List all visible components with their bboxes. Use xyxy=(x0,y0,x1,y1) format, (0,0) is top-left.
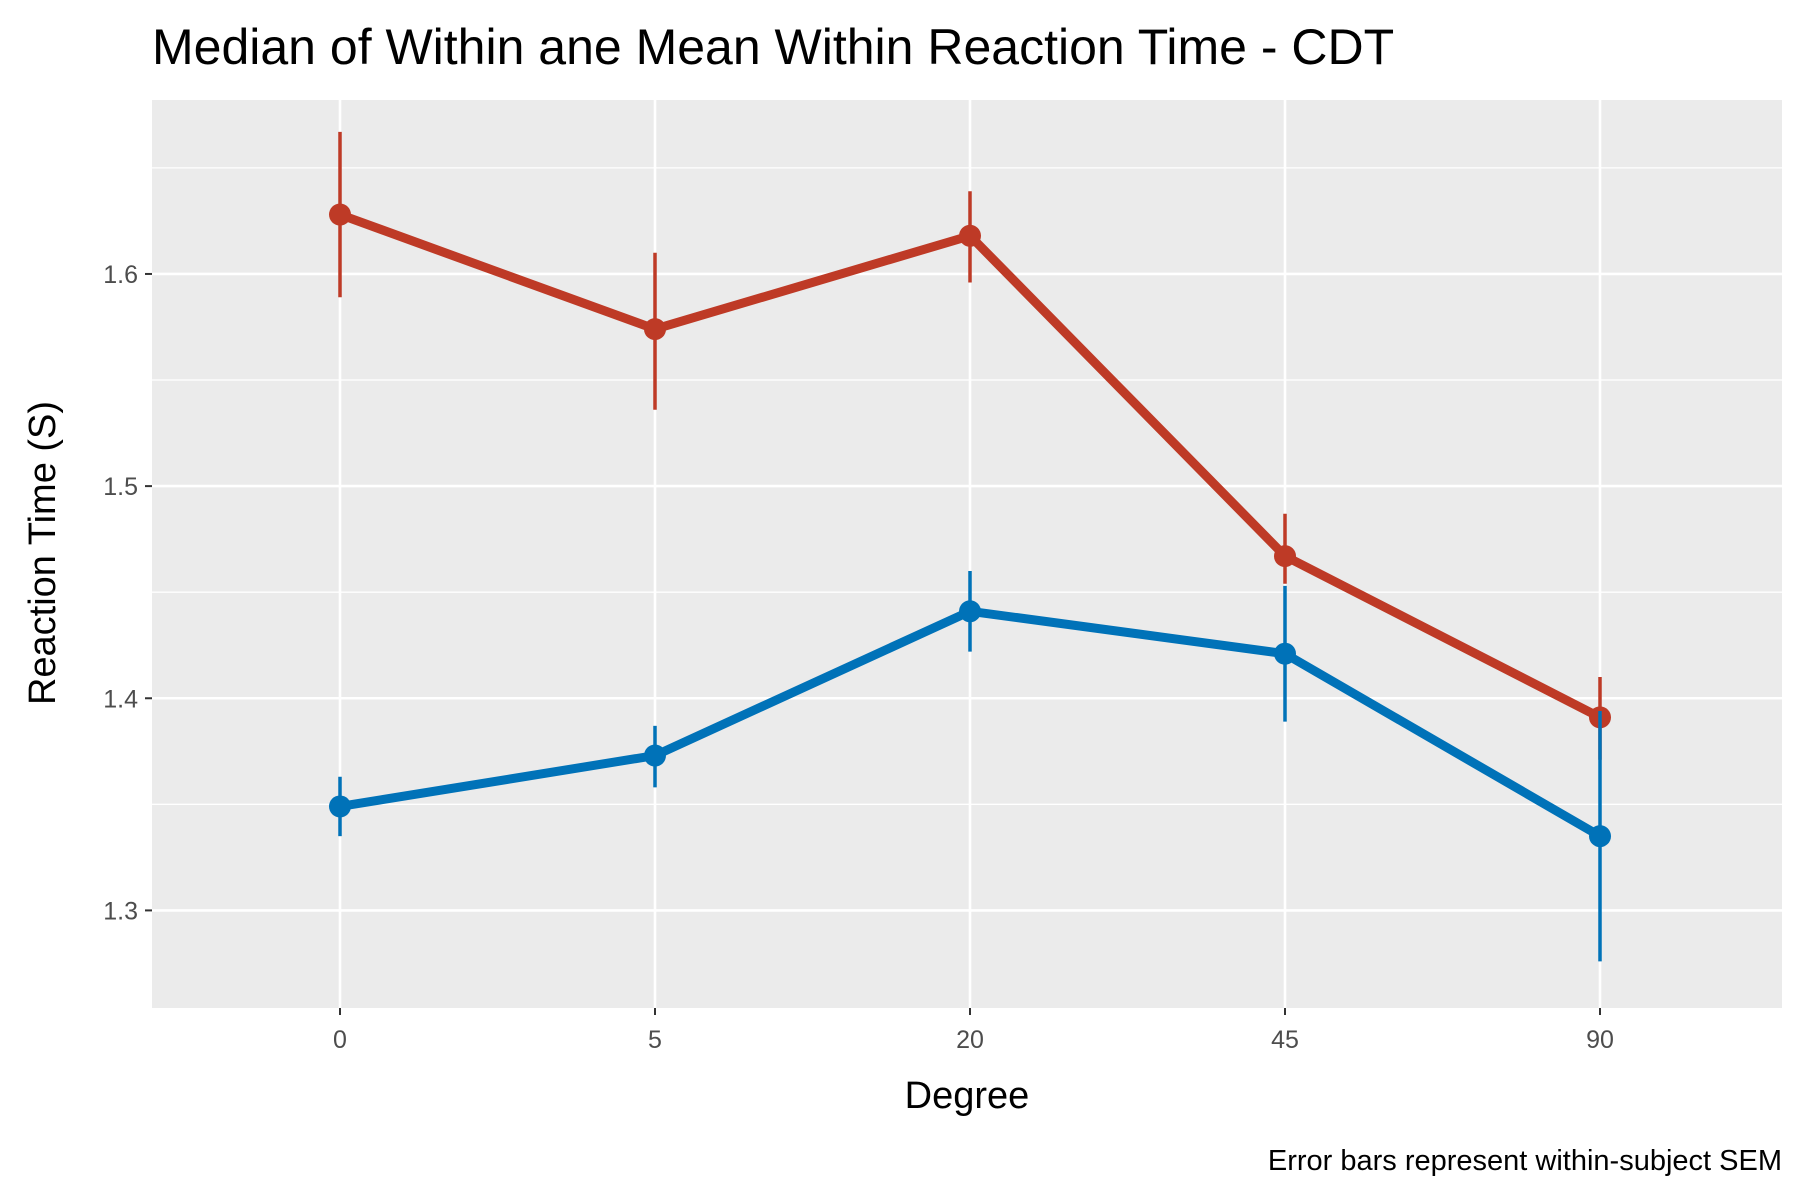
plot-panel xyxy=(152,100,1782,1008)
data-point xyxy=(329,203,351,226)
data-point xyxy=(959,224,981,247)
y-tick-label: 1.4 xyxy=(103,685,138,713)
data-point xyxy=(329,795,351,818)
x-tick-label: 5 xyxy=(648,1026,662,1054)
x-axis-ticks: 0 5 20 45 90 xyxy=(333,1008,1614,1054)
series-layer xyxy=(329,131,1611,962)
x-tick-label: 90 xyxy=(1586,1026,1614,1054)
y-tick-label: 1.3 xyxy=(103,897,138,925)
data-point xyxy=(1589,825,1611,848)
y-tick-label: 1.5 xyxy=(103,473,138,501)
data-point xyxy=(644,744,666,767)
data-point xyxy=(959,600,981,623)
chart-caption: Error bars represent within-subject SEM xyxy=(1268,1145,1782,1177)
x-tick-label: 45 xyxy=(1271,1026,1299,1054)
chart-title: Median of Within ane Mean Within Reactio… xyxy=(152,19,1394,75)
x-tick-label: 0 xyxy=(333,1026,347,1054)
x-tick-label: 20 xyxy=(956,1026,984,1054)
y-tick-label: 1.6 xyxy=(103,261,138,289)
y-axis-ticks: 1.3 1.4 1.5 1.6 xyxy=(103,261,152,925)
data-point xyxy=(644,318,666,341)
y-axis-title: Reaction Time (S) xyxy=(22,401,64,705)
data-point xyxy=(1274,545,1296,568)
data-point xyxy=(1274,642,1296,665)
x-axis-title: Degree xyxy=(905,1075,1030,1117)
grid-minor xyxy=(152,167,1782,805)
series-2 xyxy=(329,570,1611,962)
